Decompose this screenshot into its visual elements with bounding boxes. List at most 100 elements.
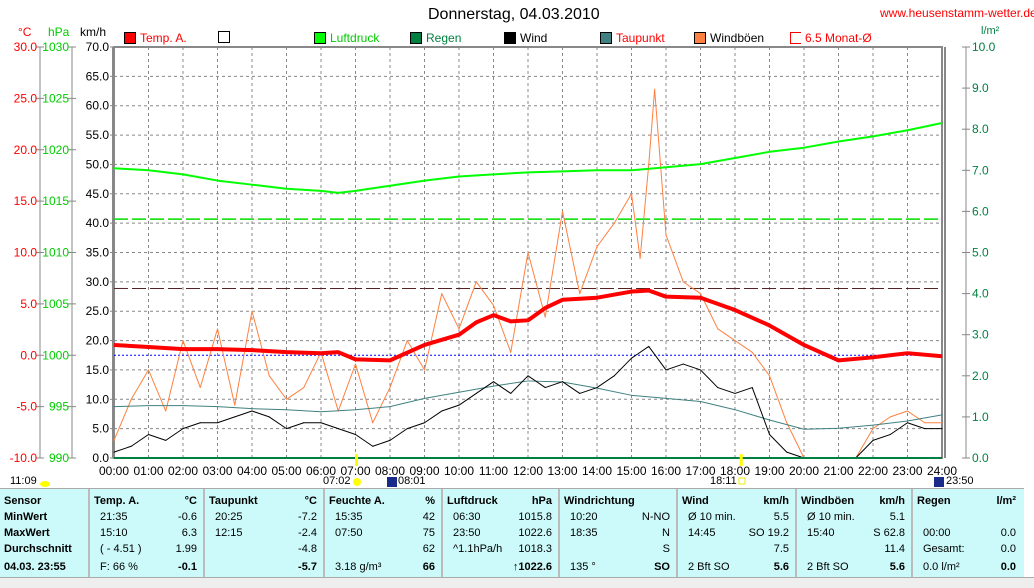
data-point: [286, 188, 287, 190]
rain-tick-label: 8.0: [972, 122, 989, 136]
cell-value: 1.99: [175, 543, 197, 555]
x-tick-label: 11:00: [479, 464, 508, 478]
cell-time: 20:25: [215, 511, 243, 523]
data-point: [527, 252, 529, 253]
legend-swatch: [314, 32, 326, 44]
sun-icon: [738, 477, 746, 485]
data-point: [717, 387, 719, 389]
kmh-tick-label: 25.0: [86, 304, 110, 318]
x-tick-label: 06:00: [306, 464, 336, 478]
x-tick-label: 19:00: [754, 464, 784, 478]
data-point: [872, 428, 874, 430]
data-point: [889, 434, 891, 436]
moon-icon: [387, 477, 397, 487]
data-point: [217, 180, 218, 182]
legend-label: Windböen: [710, 31, 765, 45]
kmh-tick-label: 30.0: [86, 275, 110, 289]
sun-icon: [353, 478, 361, 486]
data-point: [665, 234, 667, 236]
data-point: [648, 345, 650, 347]
data-point: [113, 439, 115, 441]
cell-time: Ø 10 min.: [688, 511, 736, 523]
data-point: [803, 428, 805, 430]
legend-item: 6.5 Monat-Ø: [790, 31, 872, 45]
data-point: [148, 346, 149, 348]
cell-time: Gesamt:: [923, 543, 965, 555]
x-tick-label: 17:00: [685, 464, 715, 478]
legend-item: Wind: [504, 31, 547, 45]
cell-value: -0.6: [178, 511, 197, 523]
data-point: [941, 428, 943, 430]
data-point: [665, 296, 667, 298]
data-point: [907, 422, 908, 424]
data-point: [562, 299, 563, 301]
data-point: [251, 310, 253, 312]
section-unit: km/h: [763, 495, 789, 507]
x-tick-label: 02:00: [168, 464, 198, 478]
data-point: [165, 410, 167, 412]
legend-swatch: [218, 31, 230, 43]
data-point: [355, 409, 356, 411]
data-point: [786, 422, 788, 424]
data-point: [251, 184, 253, 186]
x-tick-label: 24:00: [927, 464, 957, 478]
cell-value: N-NO: [641, 511, 670, 523]
section-header: Luftdruck: [447, 495, 498, 507]
moon-icon: [934, 477, 944, 487]
section-unit: hPa: [531, 495, 552, 507]
data-point: [217, 422, 218, 424]
data-point: [424, 422, 425, 424]
cell-time: [801, 543, 807, 559]
data-point: [406, 340, 408, 342]
kmh-tick-label: 60.0: [86, 99, 110, 113]
cell-time: 2 Bft SO: [688, 561, 730, 573]
data-point: [639, 257, 641, 259]
status-bar: [0, 577, 1034, 588]
data-point: [596, 297, 598, 299]
data-point: [924, 428, 926, 430]
data-point: [769, 151, 770, 153]
hpa-tick-label: 1010: [42, 246, 69, 260]
legend-item: Regen: [410, 31, 461, 45]
cell-time: 00:00: [923, 527, 951, 539]
cell-time: ( - 4.51 ): [100, 543, 142, 555]
data-point: [113, 451, 115, 453]
cell-value: 75: [422, 527, 435, 539]
x-tick-label: 13:00: [547, 464, 577, 478]
data-point: [475, 281, 477, 283]
legend-item: Windböen: [694, 31, 764, 45]
data-point: [493, 304, 494, 306]
legend-label: Temp. A.: [140, 31, 187, 45]
data-point: [493, 385, 494, 387]
cell-value: 42: [422, 511, 435, 523]
sunset-time: 18:11: [710, 475, 737, 487]
data-point: [320, 190, 322, 192]
data-point: [493, 314, 494, 316]
x-tick-label: 01:00: [133, 464, 163, 478]
data-point: [924, 422, 926, 424]
cell-time: [917, 511, 923, 527]
data-point: [872, 439, 874, 441]
data-point: [286, 398, 287, 400]
data-point: [199, 387, 201, 389]
legend-label: Regen: [426, 31, 462, 45]
data-point: [769, 419, 770, 421]
series-temp-a-: [113, 288, 943, 363]
data-point: [355, 190, 356, 192]
data-point: [165, 439, 167, 441]
data-point: [769, 434, 770, 436]
data-point: [148, 434, 149, 436]
data-point: [941, 122, 943, 124]
data-point: [268, 416, 270, 418]
legend-label: Taupunkt: [616, 31, 665, 45]
data-point: [907, 352, 908, 354]
cell-time: 10:20: [570, 511, 598, 523]
data-point: [113, 167, 115, 169]
data-point: [700, 369, 701, 371]
site-link[interactable]: www.heusenstamm-wetter.de e: [880, 6, 1034, 20]
cell-value: 5.6: [773, 561, 789, 573]
cell-value: -2.4: [298, 527, 317, 539]
cell-time: 135 °: [570, 561, 596, 573]
cell-value: 1018.3: [518, 543, 552, 555]
data-point: [199, 422, 201, 424]
